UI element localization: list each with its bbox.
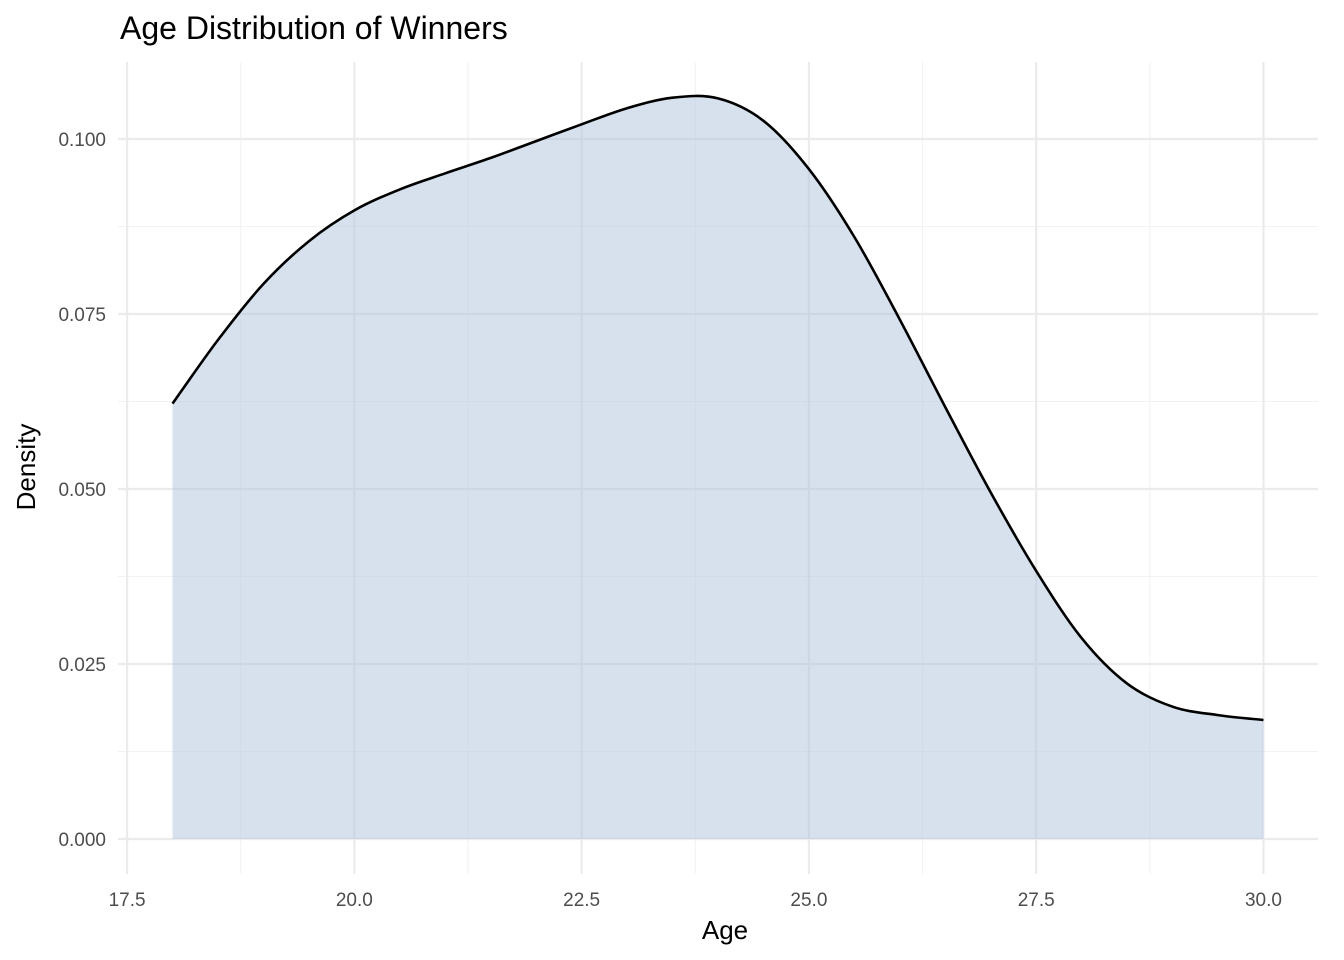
y-tick-label: 0.100	[58, 130, 106, 151]
y-tick-label: 0.000	[58, 830, 106, 851]
x-tick-label: 30.0	[1245, 890, 1282, 911]
x-tick-label: 25.0	[790, 890, 827, 911]
x-tick-label: 20.0	[336, 890, 373, 911]
density-line	[171, 94, 1264, 722]
y-axis-label: Density	[11, 424, 41, 511]
x-axis-label: Age	[702, 915, 748, 945]
y-tick-label: 0.050	[58, 480, 106, 501]
x-tick-label: 17.5	[109, 890, 146, 911]
density-area	[172, 95, 1264, 839]
x-tick-label: 22.5	[563, 890, 600, 911]
y-tick-label: 0.075	[58, 305, 106, 326]
tick-labels: 17.5 20.0 22.5 25.0 27.5 30.0 0.000 0.025 0.050 0…	[58, 130, 1281, 911]
x-tick-label: 27.5	[1018, 890, 1055, 911]
chart-title: Age Distribution of Winners	[120, 10, 508, 46]
y-tick-label: 0.025	[58, 655, 106, 676]
